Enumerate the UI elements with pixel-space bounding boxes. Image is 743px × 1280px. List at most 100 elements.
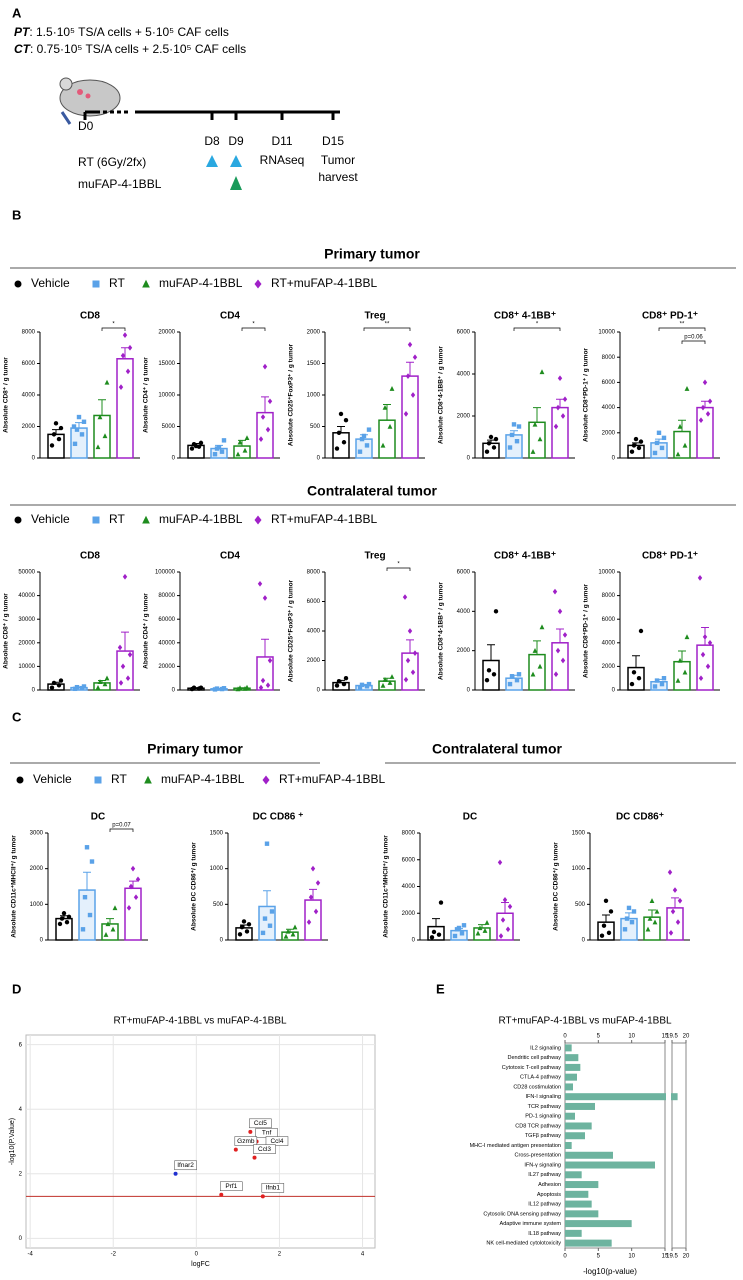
chart-title: Treg: [364, 311, 385, 322]
data-point: [654, 678, 660, 683]
data-point: [652, 684, 658, 689]
data-point: [246, 922, 252, 927]
y-tick-label: 1000: [572, 866, 586, 872]
data-point: [633, 436, 639, 442]
data-point: [562, 632, 568, 638]
data-point: [104, 379, 110, 385]
y-tick-label: 0: [612, 688, 616, 694]
bar: [565, 1210, 599, 1218]
error-bar: [701, 400, 709, 408]
data-point: [511, 422, 517, 427]
bar: [401, 652, 419, 691]
y-tick-label: 4000: [402, 884, 416, 890]
y-tick-label: 1000: [210, 866, 224, 872]
data-point: [290, 931, 296, 937]
data-point: [128, 883, 134, 890]
legend-marker: [14, 516, 22, 524]
data-point: [652, 919, 658, 925]
y-tick-label: 50000: [18, 570, 35, 576]
data-point: [539, 369, 545, 375]
data-point: [105, 921, 111, 927]
data-point: [49, 685, 55, 690]
gene-point: [248, 1129, 253, 1134]
y-tick-label: 1500: [307, 361, 321, 367]
section-title: Primary tumor: [147, 741, 243, 757]
data-point: [668, 930, 674, 936]
data-point: [555, 404, 561, 411]
gene-label: Ccl3: [258, 1146, 271, 1153]
data-point: [264, 841, 270, 846]
data-point: [380, 442, 386, 448]
legend-marker: [142, 279, 150, 288]
y-tick-label: 10000: [18, 664, 35, 670]
event: RNAseq: [260, 153, 305, 167]
data-point: [631, 443, 637, 448]
data-point: [482, 927, 488, 933]
bar: [482, 659, 500, 691]
y-tick-label: 60000: [158, 617, 175, 623]
data-point: [81, 684, 87, 689]
y-axis-label: Absolute CD11c⁺MHCII⁺/ g tumor: [11, 835, 18, 938]
data-point: [262, 363, 268, 370]
data-point: [357, 449, 363, 454]
data-point: [509, 432, 515, 438]
category-label: Cytosolic DNA sensing pathway: [483, 1211, 561, 1217]
bar: [55, 917, 73, 941]
bar: [565, 1063, 581, 1071]
data-point: [557, 375, 563, 382]
data-point: [193, 443, 199, 449]
x-tick-label: 19.5: [666, 1034, 678, 1040]
significance-bracket: [363, 327, 411, 331]
bar: [565, 1229, 582, 1237]
bar: [565, 1122, 592, 1130]
data-point: [244, 684, 250, 690]
data-point: [631, 909, 637, 914]
y-tick-label: 2000: [457, 414, 471, 420]
significance-bracket: [658, 327, 706, 331]
y-tick-label: 500: [213, 902, 224, 908]
data-point: [51, 432, 57, 437]
data-point: [403, 411, 409, 417]
y-tick-label: 2000: [457, 648, 471, 654]
data-point: [95, 444, 101, 450]
data-point: [624, 916, 630, 921]
data-point: [431, 929, 437, 935]
data-point: [654, 440, 660, 446]
data-point: [267, 398, 273, 405]
y-tick-label: 8000: [402, 831, 416, 837]
data-point: [675, 677, 681, 683]
data-point: [117, 644, 123, 651]
legend-label: Vehicle: [33, 772, 72, 786]
data-point: [364, 684, 370, 689]
y-tick-label: 3000: [30, 831, 44, 837]
y-axis-label: -log10(P.Value): [9, 1118, 16, 1165]
x-tick-label: 15: [662, 1254, 669, 1260]
data-point: [267, 657, 273, 664]
chart-title: RT+muFAP-4-1BBL vs muFAP-4-1BBL: [498, 1016, 672, 1027]
y-tick-label: 500: [310, 424, 321, 430]
significance-bracket: [101, 327, 126, 331]
legend-marker: [144, 775, 152, 784]
data-point: [265, 682, 271, 689]
legend-marker: [92, 280, 100, 288]
data-point: [705, 411, 711, 417]
data-point: [364, 443, 370, 448]
data-point: [49, 443, 55, 448]
gene-label: Prf1: [225, 1183, 237, 1190]
data-point: [87, 912, 93, 918]
significance-label: *: [397, 562, 400, 568]
data-point: [262, 916, 268, 921]
data-point: [235, 451, 241, 457]
data-point: [675, 919, 681, 926]
legend-label: muFAP-4-1BBL: [161, 772, 245, 786]
treatment: muFAP-4-1BBL: [78, 177, 162, 191]
y-tick-label: 2: [19, 1171, 23, 1177]
y-axis-label: Absolute CD11c⁺MHCII⁺/ g tumor: [383, 835, 390, 938]
significance-label: *: [112, 322, 115, 328]
legend-label: muFAP-4-1BBL: [159, 276, 243, 290]
significance-label: p=0.07: [112, 823, 131, 829]
data-point: [698, 417, 704, 424]
x-tick-label: 20: [683, 1034, 690, 1040]
rt-arrow: [206, 155, 218, 167]
y-axis-label: Absolute CD4⁺ / g tumor: [143, 357, 150, 433]
